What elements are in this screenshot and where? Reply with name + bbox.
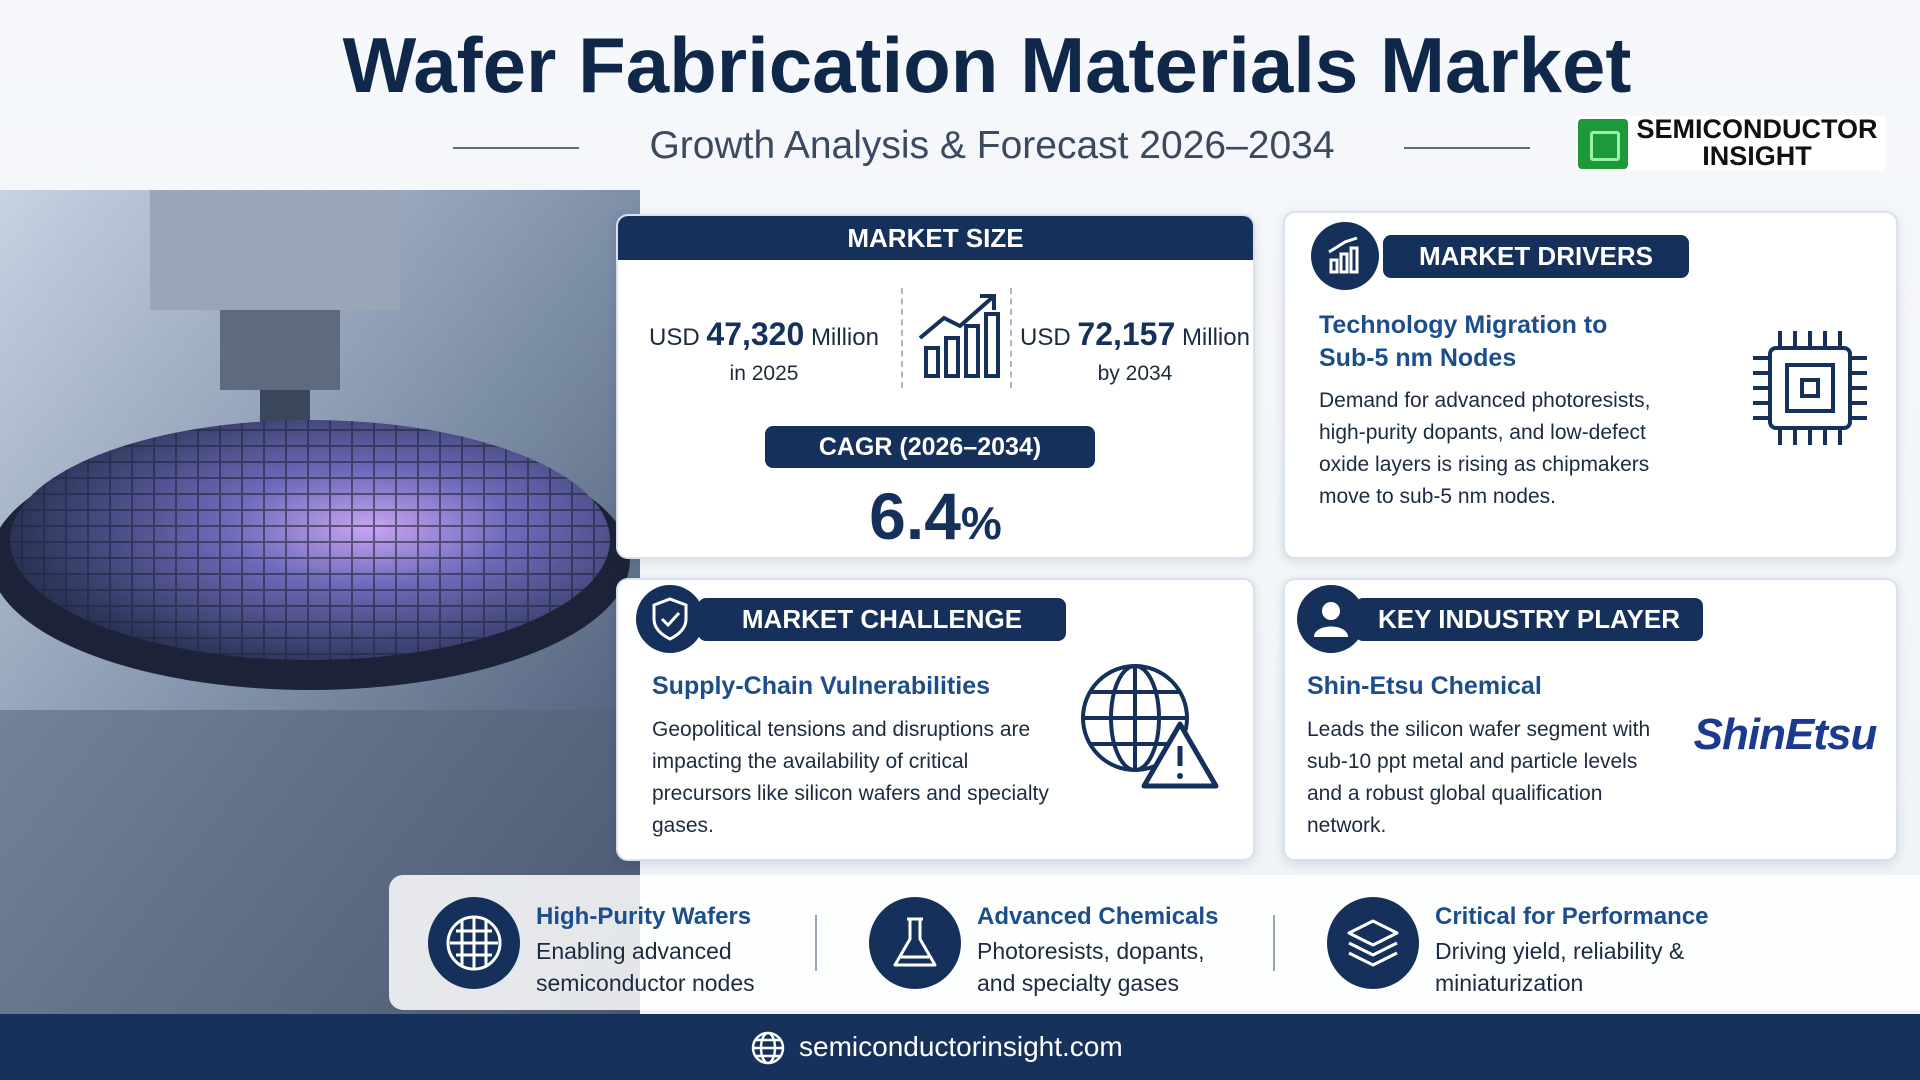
company-logo: ShinEtsu xyxy=(1693,710,1878,759)
feature-text: Enabling advanced semiconductor nodes xyxy=(536,938,755,996)
subtitle: Growth Analysis & Forecast 2026–2034 xyxy=(649,124,1335,167)
footer-url[interactable]: semiconductorinsight.com xyxy=(799,1031,1123,1062)
wafer-glyph xyxy=(446,915,502,971)
rule xyxy=(1404,147,1530,149)
brand-name: SEMICONDUCTOR INSIGHT xyxy=(1632,116,1882,170)
flask-glyph xyxy=(893,917,937,967)
card-subtitle: Shin-Etsu Chemical xyxy=(1307,672,1542,700)
heading-icon xyxy=(636,585,704,653)
feature-text: Driving yield, reliability & miniaturiza… xyxy=(1435,938,1685,996)
shield-glyph xyxy=(652,597,688,641)
rule xyxy=(453,147,579,149)
cagr-value: 6.4 xyxy=(869,479,961,553)
start-figure: USD 47,320 Million xyxy=(618,316,910,353)
card-body: Demand for advanced photoresists, high-p… xyxy=(1319,389,1651,508)
brand-chip xyxy=(1590,131,1620,161)
separator xyxy=(1273,915,1275,971)
card-heading: MARKET DRIVERS xyxy=(1383,235,1689,278)
cagr: 6.4% xyxy=(618,478,1253,554)
cagr-unit: % xyxy=(960,497,1002,549)
card-subtitle: Supply-Chain Vulnerabilities xyxy=(652,672,991,700)
feature-icon xyxy=(869,897,961,989)
currency: USD xyxy=(649,324,700,351)
value: 72,157 xyxy=(1077,316,1176,352)
brand-mark xyxy=(1578,119,1628,169)
brand-logo: SEMICONDUCTOR INSIGHT xyxy=(1576,116,1886,171)
title: Wafer Fabrication Materials Market xyxy=(342,21,1632,109)
separator xyxy=(815,915,817,971)
card-heading: MARKET SIZE xyxy=(618,216,1253,260)
drivers-card: MARKET DRIVERS Technology Migration to S… xyxy=(1283,211,1898,559)
divider xyxy=(1010,288,1012,388)
unit: Million xyxy=(1181,324,1250,351)
unit: Million xyxy=(810,324,879,351)
heading-icon xyxy=(1297,585,1365,653)
feature-strip: High-Purity Wafers Enabling advanced sem… xyxy=(389,875,1920,1010)
end-figure: USD 72,157 Million xyxy=(1010,316,1260,353)
value: 47,320 xyxy=(706,316,805,352)
card-body: Leads the silicon wafer segment with sub… xyxy=(1307,718,1651,837)
feature-title: Critical for Performance xyxy=(1435,903,1709,930)
chip-icon xyxy=(1753,331,1867,445)
card-heading: KEY INDUSTRY PLAYER xyxy=(1355,598,1703,641)
brand-line: SEMICONDUCTOR xyxy=(1636,114,1878,144)
card-heading: MARKET CHALLENGE xyxy=(698,598,1066,641)
globe-alert-icon xyxy=(1081,664,1219,789)
feature-title: High-Purity Wafers xyxy=(536,903,752,930)
feature-icon xyxy=(428,897,520,989)
currency: USD xyxy=(1020,324,1071,351)
market-size-card: MARKET SIZE USD 47,320 Million in 2025 U… xyxy=(616,214,1255,559)
heading-icon xyxy=(1311,222,1379,290)
feature-icon xyxy=(1327,897,1419,989)
feature-text: Photoresists, dopants, and specialty gas… xyxy=(977,938,1205,996)
player-card: KEY INDUSTRY PLAYER Shin-Etsu Chemical L… xyxy=(1283,578,1898,861)
card-body: Geopolitical tensions and disruptions ar… xyxy=(652,718,1049,837)
feature-title: Advanced Chemicals xyxy=(977,903,1219,930)
brand-line: INSIGHT xyxy=(1702,141,1812,171)
year-note: in 2025 xyxy=(729,362,799,385)
divider xyxy=(901,288,903,388)
footer: semiconductorinsight.com xyxy=(0,1014,1920,1080)
globe-glyph xyxy=(751,1031,785,1065)
layers-glyph xyxy=(1347,919,1399,967)
card-subtitle: Technology Migration to Sub-5 nm Nodes xyxy=(1319,311,1608,372)
year-note: by 2034 xyxy=(1097,362,1173,385)
challenge-card: MARKET CHALLENGE Supply-Chain Vulnerabil… xyxy=(616,578,1255,861)
person-glyph xyxy=(1314,602,1348,637)
wafer-photo xyxy=(0,190,640,1015)
cagr-label: CAGR (2026–2034) xyxy=(765,426,1095,468)
growth-icon xyxy=(918,294,1000,378)
chart-glyph xyxy=(1328,236,1359,274)
